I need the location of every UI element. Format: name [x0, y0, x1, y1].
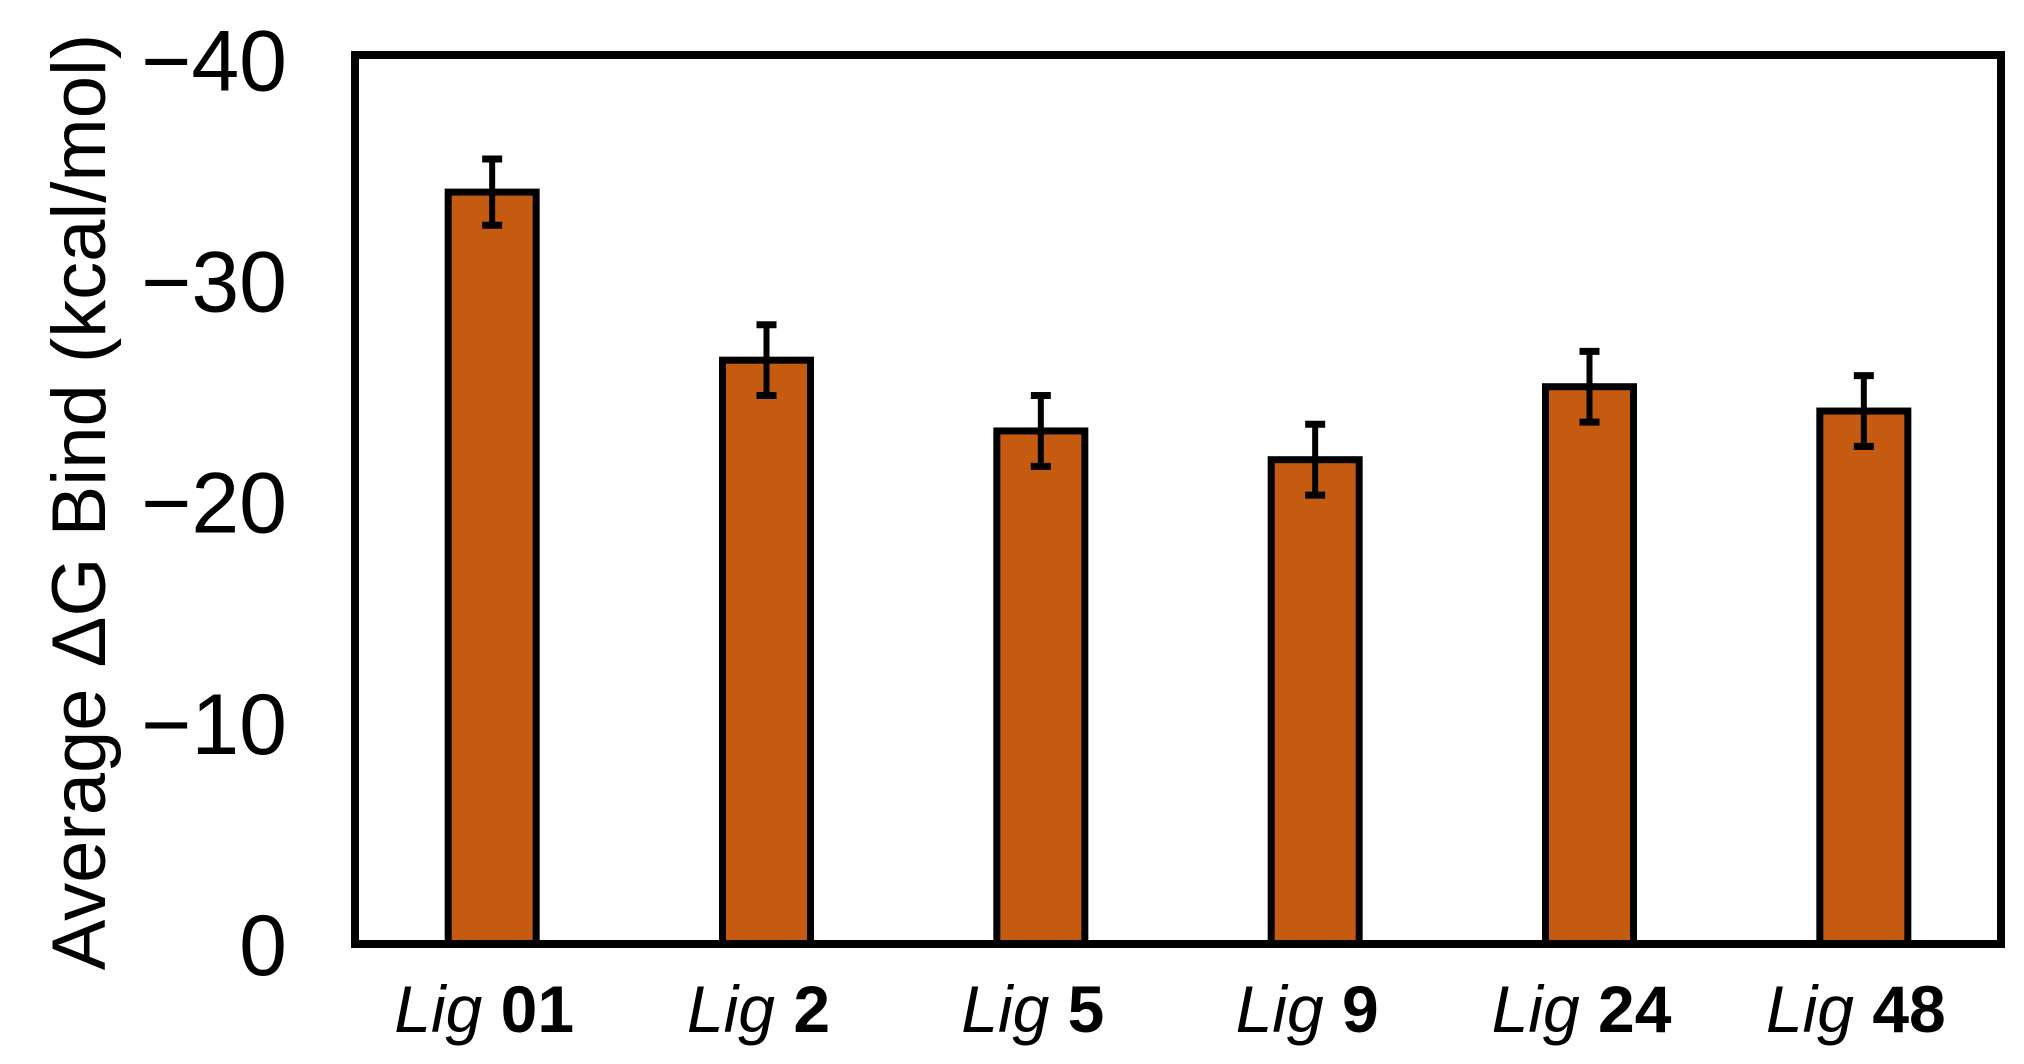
plot-area-frame	[351, 51, 2005, 948]
x-tick-label-prefix: Lig	[1766, 972, 1872, 1046]
x-tick-label-prefix: Lig	[961, 972, 1067, 1046]
y-axis-title-group: Average ΔG Bind (kcal/mol)	[37, 34, 122, 970]
bar-group	[993, 392, 1089, 948]
bar	[1542, 383, 1637, 948]
x-tick-label: Lig 01	[394, 972, 574, 1046]
x-tick-label-prefix: Lig	[687, 972, 793, 1046]
bars	[444, 155, 1912, 948]
y-tick-label: −10	[141, 677, 287, 773]
y-axis-tick-labels: 0 −10 −20 −30 −40	[141, 13, 287, 994]
bar-group	[444, 155, 540, 948]
y-tick-label: 0	[239, 898, 287, 994]
x-tick-label: Lig 2	[687, 972, 830, 1046]
bar	[444, 188, 540, 948]
bar	[993, 427, 1089, 948]
bar-group	[1542, 347, 1637, 948]
x-tick-label-id: 9	[1342, 972, 1379, 1046]
bar	[719, 356, 814, 948]
bar	[1816, 407, 1912, 948]
error-bar	[756, 321, 777, 400]
x-tick-label: Lig 48	[1766, 972, 1946, 1046]
bar-group	[719, 321, 814, 948]
bar-group	[1267, 420, 1363, 948]
y-axis-title: Average ΔG Bind (kcal/mol)	[37, 34, 122, 970]
x-tick-label-prefix: Lig	[1236, 972, 1342, 1046]
error-bar	[1030, 392, 1051, 470]
x-tick-label: Lig 5	[961, 972, 1104, 1046]
x-tick-label-prefix: Lig	[1492, 972, 1598, 1046]
x-tick-label: Lig 24	[1492, 972, 1672, 1046]
error-bar	[1579, 347, 1600, 426]
error-bar	[482, 155, 503, 229]
error-bar	[1305, 420, 1326, 499]
bar-group	[1816, 372, 1912, 948]
y-tick-label: −30	[141, 235, 287, 331]
x-tick-label-id: 5	[1068, 972, 1105, 1046]
x-tick-label-id: 2	[793, 972, 830, 1046]
x-axis-category-labels: Lig 01 Lig 2 Lig 5 Lig 9 Lig 24 Lig 48	[394, 972, 1946, 1046]
error-bar	[1853, 372, 1874, 450]
x-tick-label-id: 24	[1598, 972, 1672, 1046]
x-tick-label-prefix: Lig	[394, 972, 500, 1046]
y-tick-label: −20	[141, 456, 287, 552]
bar	[1267, 456, 1363, 948]
x-tick-label-id: 48	[1872, 972, 1945, 1046]
y-tick-label: −40	[141, 13, 287, 109]
x-tick-label-id: 01	[501, 972, 574, 1046]
x-tick-label: Lig 9	[1236, 972, 1379, 1046]
